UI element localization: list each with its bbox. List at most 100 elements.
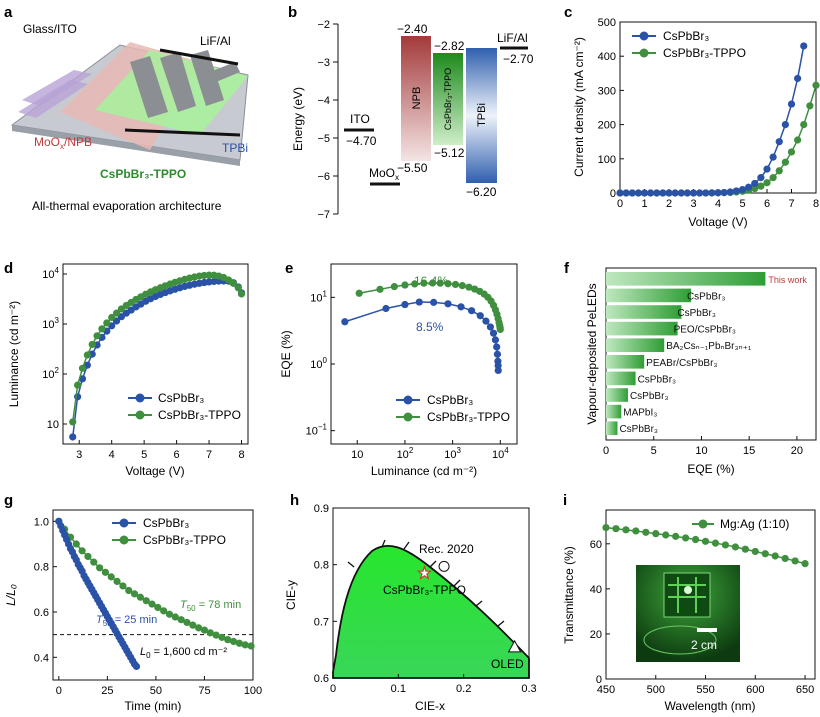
plot-frame-f bbox=[605, 267, 817, 441]
e-series-1-point-11 bbox=[465, 283, 473, 291]
h-point-device bbox=[416, 564, 433, 580]
i-series-0-point-12 bbox=[721, 541, 730, 549]
h-locus-tick-3 bbox=[429, 560, 437, 568]
d-ytick-label-0: 10 bbox=[47, 419, 59, 431]
legend-c: CsPbBr₃ CsPbBr₃-TPPO bbox=[632, 29, 746, 60]
f-bar-label-9: CsPbBr₃ bbox=[619, 424, 658, 435]
e-series-0-point-1 bbox=[382, 304, 390, 313]
f-bar-9 bbox=[606, 421, 618, 436]
legend-e-item-0: CsPbBr₃ bbox=[427, 393, 473, 407]
ito-name: ITO bbox=[350, 112, 370, 126]
t50-blue-prefix: T bbox=[96, 614, 104, 626]
legend-g-item-1: CsPbBr₃-TPPO bbox=[143, 533, 226, 547]
panel-label-i: i bbox=[563, 492, 567, 509]
e-series-0-point-0 bbox=[341, 318, 349, 326]
d-series-1-point-7 bbox=[103, 319, 111, 327]
e-ytick-label-0-base: 10 bbox=[310, 292, 322, 304]
c-series-0-point-6 bbox=[653, 189, 661, 197]
g-series-1-point-15 bbox=[142, 597, 150, 605]
d-ytick-label-3: 104 bbox=[42, 266, 59, 281]
series-e bbox=[341, 279, 504, 375]
annotation-g-l0: L0 = 1,600 cd m⁻² bbox=[140, 646, 227, 660]
d-series-0-point-0 bbox=[69, 433, 77, 441]
axis-title-d-x: Voltage (V) bbox=[125, 464, 184, 478]
c-series-1-point-32 bbox=[812, 81, 820, 89]
axis-title-h-x: CIE-x bbox=[415, 699, 445, 713]
c-series-1-point-24 bbox=[763, 179, 771, 187]
f-xtick-label-2: 10 bbox=[695, 445, 707, 457]
perovskite-bottom-label: −5.12 bbox=[434, 146, 465, 160]
e-series-1-point-3 bbox=[401, 281, 409, 289]
f-bar-7 bbox=[606, 388, 628, 402]
f-bar-label-7: CsPbBr₃ bbox=[630, 391, 669, 402]
tpbi-band bbox=[466, 48, 497, 183]
f-xtick-label-3: 15 bbox=[743, 445, 755, 457]
i-series-0-point-15 bbox=[751, 547, 759, 556]
locus-ticks bbox=[347, 539, 505, 627]
series-g bbox=[55, 517, 255, 671]
c-series-0-point-27 bbox=[781, 121, 789, 129]
e-series-0-point-5 bbox=[444, 300, 452, 308]
c-xtick-label-6: 6 bbox=[764, 198, 770, 210]
axis-title-c-x: Voltage (V) bbox=[688, 215, 747, 229]
f-bar-0 bbox=[606, 272, 766, 286]
e-series-0-point-13 bbox=[493, 343, 501, 351]
g-ytick-label-2: 0.8 bbox=[34, 562, 49, 574]
c-series-1-point-26 bbox=[775, 167, 783, 175]
g-series-1-point-27 bbox=[212, 631, 220, 639]
f-bar-2 bbox=[606, 305, 682, 319]
g-series-1-point-8 bbox=[101, 568, 110, 576]
panel-a: a Glass/ITO LiF/Al MoOx/NPB TPBi CsPbBr₃… bbox=[4, 4, 249, 213]
f-bar-3 bbox=[606, 321, 678, 336]
g-series-1-point-26 bbox=[206, 629, 214, 637]
e-series-1-point-7 bbox=[436, 279, 444, 287]
e-series-0-point-17 bbox=[494, 366, 502, 375]
panel-label-d: d bbox=[4, 260, 13, 277]
d-xtick-label-5: 8 bbox=[238, 449, 244, 461]
ito-value: −4.70 bbox=[346, 134, 377, 148]
e-ytick-label-2-base: 10 bbox=[306, 426, 318, 438]
d-ytick-label-2: 103 bbox=[42, 316, 59, 331]
g-series-1-point-17 bbox=[154, 603, 162, 612]
panel-label-f: f bbox=[564, 260, 570, 277]
d-series-1-point-5 bbox=[93, 332, 101, 340]
point-label-oled: OLED bbox=[491, 657, 524, 671]
c-series-1-point-27 bbox=[781, 158, 789, 166]
e-ytick-label-0-exp: 1 bbox=[323, 289, 328, 298]
axis-title-e-x: Luminance (cd m⁻²) bbox=[371, 464, 477, 478]
c-ytick-label-4: 400 bbox=[598, 51, 616, 63]
c-series-0-point-24 bbox=[763, 165, 771, 173]
c-series-0-point-21 bbox=[745, 183, 753, 191]
f-xtick-label-0: 0 bbox=[603, 445, 609, 457]
i-xtick-label-4: 650 bbox=[796, 684, 814, 696]
g-ytick-label-1: 0.6 bbox=[34, 607, 49, 619]
axis-title-c-y: Current density (mA cm⁻²) bbox=[572, 37, 586, 177]
c-xtick-label-2: 2 bbox=[666, 198, 672, 210]
d-ytick-label-2-base: 10 bbox=[42, 319, 54, 331]
i-xtick-label-1: 500 bbox=[647, 684, 665, 696]
g-series-1-point-33 bbox=[247, 642, 255, 650]
energy-axis-title: Energy (eV) bbox=[291, 87, 305, 151]
h-locus-tick-4 bbox=[453, 579, 461, 587]
axis-title-d-y: Luminance (cd m⁻²) bbox=[7, 301, 21, 407]
g-series-1-point-31 bbox=[235, 639, 244, 647]
g-xtick-label-3: 75 bbox=[198, 685, 210, 697]
h-locus-tick-5 bbox=[475, 600, 483, 607]
moox-name: MoOx bbox=[369, 166, 399, 182]
point-label-device: CsPbBr₃-TPPO bbox=[383, 583, 466, 597]
f-bar-label-3: PEO/CsPbBr₃ bbox=[674, 325, 736, 336]
legend-c-item-1: CsPbBr₃-TPPO bbox=[663, 46, 746, 60]
axis-ticks-c: 0 1 2 3 4 5 6 7 8 0 100 200 300 400 500 bbox=[598, 17, 819, 210]
h-ytick-label-0: 0.6 bbox=[314, 673, 329, 685]
e-series-1-point-24 bbox=[496, 325, 504, 334]
f-bar-label-2: CsPbBr₃ bbox=[677, 308, 716, 319]
g-series-1-point-23 bbox=[189, 621, 197, 629]
e-xtick-label-1-exp: 2 bbox=[409, 446, 414, 455]
i-series-0-point-17 bbox=[771, 552, 779, 560]
d-series-1-point-1 bbox=[74, 381, 82, 389]
c-series-0-point-17 bbox=[720, 188, 728, 197]
g-series-1-point-14 bbox=[136, 593, 144, 601]
